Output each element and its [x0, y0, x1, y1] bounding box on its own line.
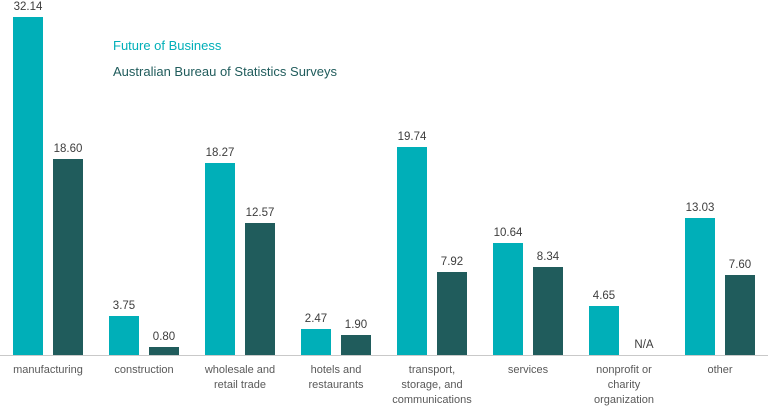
bar-with-label: N/A — [629, 339, 659, 355]
value-label: 7.60 — [728, 259, 752, 272]
bar-group: 13.03 7.60 — [672, 0, 768, 355]
category-label: nonprofit or charity organization — [594, 364, 654, 406]
bar-pair: 32.14 18.60 — [0, 0, 96, 355]
na-label: N/A — [634, 339, 654, 351]
bar — [589, 306, 619, 355]
bar — [725, 275, 755, 355]
bar-group: 32.14 18.60 — [0, 0, 96, 355]
bar-with-label: 3.75 — [109, 300, 139, 355]
value-label: 10.64 — [493, 227, 523, 240]
bar — [109, 315, 139, 355]
bar-group: 18.27 12.57 — [192, 0, 288, 355]
bar-with-label: 12.57 — [245, 207, 275, 355]
value-label: 12.57 — [245, 206, 275, 219]
category-label: construction — [114, 364, 174, 376]
bar-with-label: 10.64 — [493, 227, 523, 355]
bar-with-label: 8.34 — [533, 251, 563, 355]
bar-with-label: 4.65 — [589, 290, 619, 355]
bar — [53, 159, 83, 355]
bar — [301, 329, 331, 355]
bar — [149, 346, 179, 355]
category-label: manufacturing — [13, 364, 83, 376]
bar — [205, 162, 235, 355]
bar-with-label: 19.74 — [397, 131, 427, 355]
bar-with-label: 1.90 — [341, 319, 371, 355]
bar-with-label: 32.14 — [13, 1, 43, 355]
value-label: 8.34 — [536, 251, 560, 264]
bar-group: 2.47 1.90 — [288, 0, 384, 355]
bar-pair: 10.64 8.34 — [480, 0, 576, 355]
value-label: 3.75 — [112, 299, 136, 312]
bar-with-label: 0.80 — [149, 331, 179, 355]
bar — [533, 267, 563, 355]
bar-with-label: 18.27 — [205, 147, 235, 355]
value-label: 18.60 — [53, 143, 83, 156]
category-label: wholesale and retail trade — [204, 364, 276, 391]
bar — [341, 335, 371, 355]
bar-group: 3.75 0.80 — [96, 0, 192, 355]
bar-with-label: 7.92 — [437, 256, 467, 355]
bar-group: 4.65 N/A — [576, 0, 672, 355]
bar-pair: 2.47 1.90 — [288, 0, 384, 355]
bar-pair: 4.65 N/A — [576, 0, 672, 355]
category-label: transport, storage, and communications — [392, 364, 472, 406]
bar-pair: 18.27 12.57 — [192, 0, 288, 355]
category-label: hotels and restaurants — [308, 364, 364, 391]
bar-group: 10.64 8.34 — [480, 0, 576, 355]
value-label: 4.65 — [592, 290, 616, 303]
bar — [13, 17, 43, 355]
value-label: 7.92 — [440, 255, 464, 268]
value-label: 2.47 — [304, 313, 328, 326]
bar-with-label: 7.60 — [725, 259, 755, 355]
bar-group: 19.74 7.92 — [384, 0, 480, 355]
legend-item-abs-surveys: Australian Bureau of Statistics Surveys — [113, 64, 337, 79]
chart-legend: Future of Business Australian Bureau of … — [113, 33, 337, 85]
value-label: 18.27 — [205, 146, 235, 159]
bar-pair: 3.75 0.80 — [96, 0, 192, 355]
bar-pair: 19.74 7.92 — [384, 0, 480, 355]
value-label: 19.74 — [397, 131, 427, 144]
bar — [437, 271, 467, 355]
plot-area: 32.14 18.60 3.75 0.80 18.27 12.57 2.47 1.90 19.7… — [0, 0, 768, 356]
value-label: 13.03 — [685, 201, 715, 214]
bar-with-label: 13.03 — [685, 202, 715, 355]
value-label: 0.80 — [152, 330, 176, 343]
category-label: services — [507, 364, 549, 376]
bar-with-label: 2.47 — [301, 313, 331, 355]
bar-with-label: 18.60 — [53, 143, 83, 355]
bar-pair: 13.03 7.60 — [672, 0, 768, 355]
category-label-row: manufacturing construction wholesale and r… — [0, 356, 768, 408]
bar — [685, 217, 715, 355]
legend-item-future-of-business: Future of Business — [113, 38, 222, 53]
bar — [245, 222, 275, 355]
value-label: 32.14 — [13, 1, 43, 13]
bar — [493, 243, 523, 355]
bar — [397, 147, 427, 355]
value-label: 1.90 — [344, 319, 368, 332]
category-label: other — [707, 364, 733, 376]
